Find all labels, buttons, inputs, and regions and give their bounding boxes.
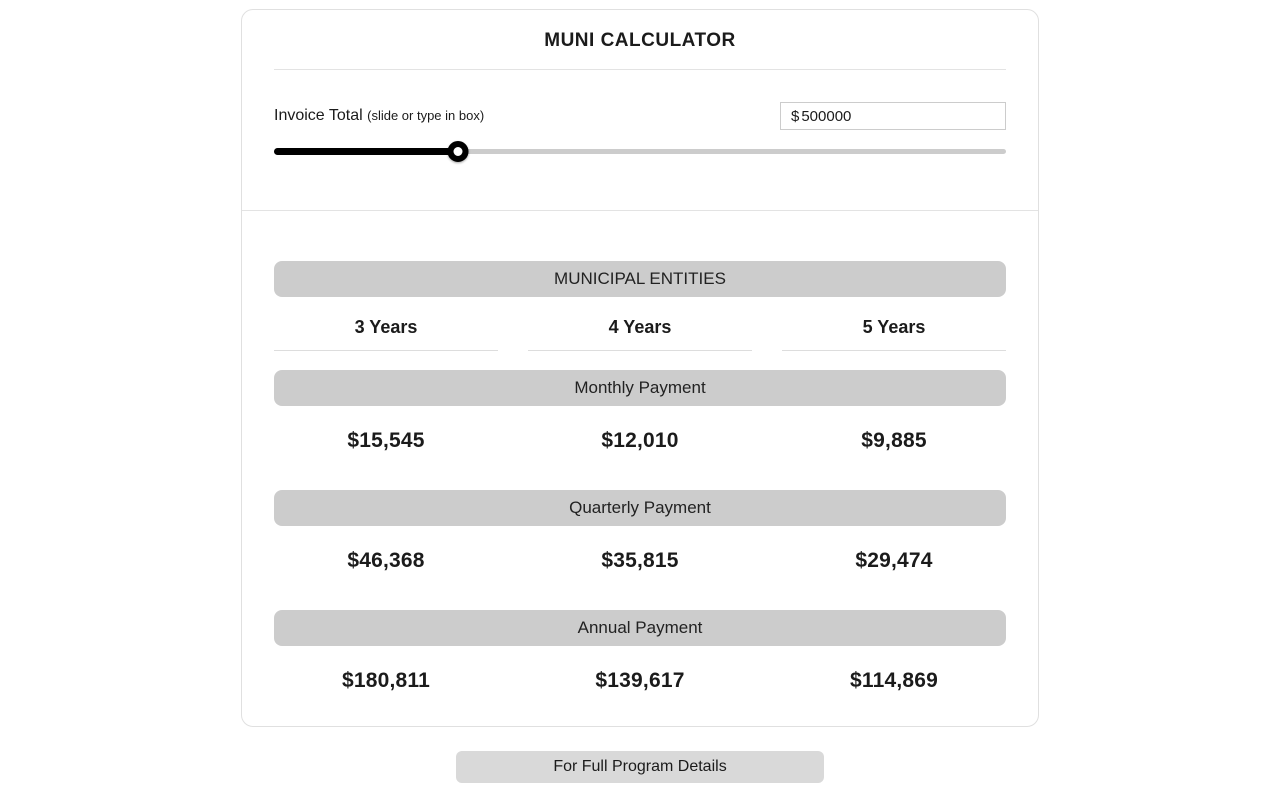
invoice-row: Invoice Total (slide or type in box) $	[274, 102, 1006, 130]
annual-value-4-years: $139,617	[595, 669, 685, 692]
invoice-hint: (slide or type in box)	[367, 108, 485, 123]
quarterly-values-row: $46,368 $35,815 $29,474	[274, 549, 1006, 573]
section-header-label: MUNICIPAL ENTITIES	[554, 269, 726, 288]
term-header-4-years: 4 Years	[528, 317, 752, 351]
row-header-quarterly-payment: Quarterly Payment	[274, 490, 1006, 526]
quarterly-value-3-years: $46,368	[347, 549, 425, 572]
row-header-label: Annual Payment	[577, 618, 703, 637]
section-header-municipal-entities: MUNICIPAL ENTITIES	[274, 261, 1006, 297]
term-headers-row: 3 Years 4 Years 5 Years	[274, 317, 1006, 351]
slider-thumb[interactable]	[447, 141, 469, 162]
invoice-input-wrap: $	[780, 102, 1006, 130]
full-program-details-button[interactable]: For Full Program Details	[456, 751, 824, 783]
invoice-label-group: Invoice Total (slide or type in box)	[274, 107, 484, 125]
monthly-value-5-years: $9,885	[861, 429, 927, 452]
invoice-section: MUNI CALCULATOR Invoice Total (slide or …	[242, 10, 1038, 210]
invoice-label: Invoice Total	[274, 107, 363, 124]
slider-fill	[274, 148, 459, 155]
quarterly-value-5-years: $29,474	[855, 549, 933, 572]
term-header-5-years: 5 Years	[782, 317, 1006, 351]
monthly-value-3-years: $15,545	[347, 429, 425, 452]
annual-values-row: $180,811 $139,617 $114,869	[274, 669, 1006, 693]
annual-value-5-years: $114,869	[849, 669, 939, 692]
row-header-monthly-payment: Monthly Payment	[274, 370, 1006, 406]
invoice-total-input[interactable]	[801, 107, 982, 125]
row-header-label: Monthly Payment	[574, 378, 706, 397]
slider-track[interactable]	[274, 149, 1006, 154]
row-header-label: Quarterly Payment	[569, 498, 711, 517]
invoice-slider[interactable]	[274, 141, 1006, 163]
row-header-annual-payment: Annual Payment	[274, 610, 1006, 646]
monthly-value-4-years: $12,010	[601, 429, 679, 452]
currency-symbol: $	[791, 107, 800, 125]
calculator-card: MUNI CALCULATOR Invoice Total (slide or …	[241, 9, 1039, 727]
results-section: MUNICIPAL ENTITIES 3 Years 4 Years 5 Yea…	[242, 210, 1038, 693]
annual-value-3-years: $180,811	[341, 669, 431, 692]
quarterly-value-4-years: $35,815	[601, 549, 679, 572]
term-header-3-years: 3 Years	[274, 317, 498, 351]
page-title: MUNI CALCULATOR	[274, 30, 1006, 70]
monthly-values-row: $15,545 $12,010 $9,885	[274, 429, 1006, 453]
